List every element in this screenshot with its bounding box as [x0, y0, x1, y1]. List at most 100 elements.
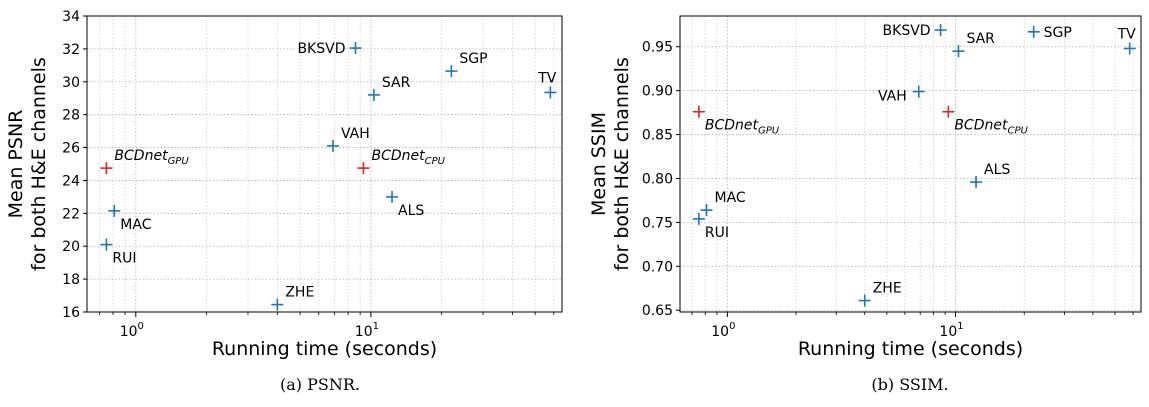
point-label-name: MAC — [120, 217, 151, 233]
x-axis-label: Running time (seconds) — [212, 338, 437, 360]
y-tick-label: 0.65 — [642, 303, 673, 319]
y-tick-label: 0.90 — [642, 84, 673, 100]
y-tick-label: 30 — [62, 75, 80, 91]
point-marker-sar — [952, 45, 965, 58]
x-tick-label: 101 — [939, 321, 963, 340]
point-label-tv: TV — [537, 70, 557, 86]
point-label-name: SAR — [382, 75, 411, 91]
x-tick-base: 10 — [711, 324, 729, 340]
point-label-name: ZHE — [873, 281, 902, 297]
y-axis-label: Mean SSIM — [588, 112, 610, 216]
x-tick-base: 10 — [939, 324, 957, 340]
x-tick-exponent: 1 — [957, 321, 963, 332]
x-tick-label: 100 — [120, 321, 144, 340]
point-label-sgp: SGP — [1044, 25, 1072, 41]
point-marker-bksvd — [934, 24, 947, 37]
point-marker-bcdnet-gpu — [692, 105, 705, 118]
plot-frame — [679, 15, 1142, 313]
point-label-bksvd: BKSVD — [297, 41, 345, 57]
point-label-name: SGP — [459, 51, 487, 67]
point-marker-rui — [100, 238, 113, 251]
point-label-name: MAC — [714, 190, 745, 206]
point-label-name: BKSVD — [297, 41, 345, 57]
x-tick-exponent: 0 — [138, 321, 144, 332]
panel-caption: (a) PSNR. — [280, 375, 360, 394]
x-tick-label: 101 — [355, 321, 379, 340]
point-label-name: VAH — [341, 126, 370, 142]
y-tick-label: 32 — [62, 42, 80, 58]
y-tick-label: 0.95 — [642, 40, 673, 56]
point-marker-zhe — [271, 298, 284, 311]
x-axis-label: Running time (seconds) — [798, 338, 1023, 360]
x-tick-base: 10 — [355, 324, 373, 340]
point-label-vah: VAH — [878, 89, 907, 105]
point-label-mac: MAC — [120, 217, 151, 233]
y-tick-label: 20 — [62, 239, 80, 255]
y-tick-label: 22 — [62, 206, 80, 222]
plot-frame — [86, 15, 563, 313]
point-marker-rui — [692, 212, 705, 225]
point-label-name: ALS — [984, 162, 1010, 178]
point-marker-bcdnet-gpu — [100, 162, 113, 175]
point-label-mac: MAC — [714, 190, 745, 206]
point-label-bcdnet-cpu: BCDnetCPU — [371, 148, 445, 167]
point-marker-vah — [327, 139, 340, 152]
point-marker-sgp — [445, 65, 458, 78]
x-tick-label: 100 — [711, 321, 735, 340]
point-marker-als — [386, 190, 399, 203]
point-label-bcdnet-cpu: BCDnetCPU — [954, 118, 1028, 137]
point-marker-bksvd — [349, 42, 362, 55]
point-marker-sar — [367, 88, 380, 101]
point-label-name: TV — [537, 70, 557, 86]
y-tick-label: 28 — [62, 108, 80, 124]
point-label-rui: RUI — [705, 225, 729, 241]
point-label-subscript: CPU — [425, 156, 446, 167]
point-label-name: TV — [1117, 26, 1137, 42]
point-label-als: ALS — [398, 203, 424, 219]
grid — [680, 16, 1141, 312]
point-marker-zhe — [858, 294, 871, 307]
y-tick-label: 0.70 — [642, 259, 673, 275]
point-marker-tv — [544, 86, 557, 99]
point-label-name: BCDnet — [114, 148, 168, 164]
point-label-name: BCDnet — [954, 118, 1008, 134]
point-label-zhe: ZHE — [285, 285, 314, 301]
point-label-rui: RUI — [112, 251, 136, 267]
point-label-name: ZHE — [285, 285, 314, 301]
point-label-zhe: ZHE — [873, 281, 902, 297]
grid — [87, 15, 562, 313]
point-marker-vah — [912, 85, 925, 98]
point-label-name: BKSVD — [883, 23, 931, 39]
y-tick-label: 16 — [62, 305, 80, 321]
point-label-bcdnet-gpu: BCDnetGPU — [114, 148, 189, 167]
point-marker-als — [970, 176, 983, 189]
point-label-name: BCDnet — [371, 148, 425, 164]
y-tick-label: 34 — [62, 9, 80, 25]
point-label-sgp: SGP — [459, 51, 487, 67]
point-label-name: ALS — [398, 203, 424, 219]
y-tick-label: 26 — [62, 141, 80, 157]
point-label-name: BCDnet — [705, 118, 759, 134]
y-tick-label: 24 — [62, 173, 80, 189]
x-tick-exponent: 1 — [373, 321, 379, 332]
point-label-subscript: GPU — [168, 156, 190, 167]
point-label-name: RUI — [705, 225, 729, 241]
point-marker-mac — [108, 204, 121, 217]
point-label-bksvd: BKSVD — [883, 23, 931, 39]
y-tick-label: 0.75 — [642, 215, 673, 231]
point-label-name: VAH — [878, 89, 907, 105]
point-marker-bcdnet-cpu — [357, 162, 370, 175]
point-marker-tv — [1123, 42, 1136, 55]
y-tick-label: 0.80 — [642, 171, 673, 187]
point-label-bcdnet-gpu: BCDnetGPU — [705, 118, 780, 137]
point-label-vah: VAH — [341, 126, 370, 142]
point-label-sar: SAR — [382, 75, 411, 91]
y-tick-label: 18 — [62, 272, 80, 288]
x-tick-exponent: 0 — [729, 321, 735, 332]
point-marker-mac — [700, 204, 713, 217]
point-label-name: SGP — [1044, 25, 1072, 41]
point-label-subscript: GPU — [758, 126, 780, 137]
